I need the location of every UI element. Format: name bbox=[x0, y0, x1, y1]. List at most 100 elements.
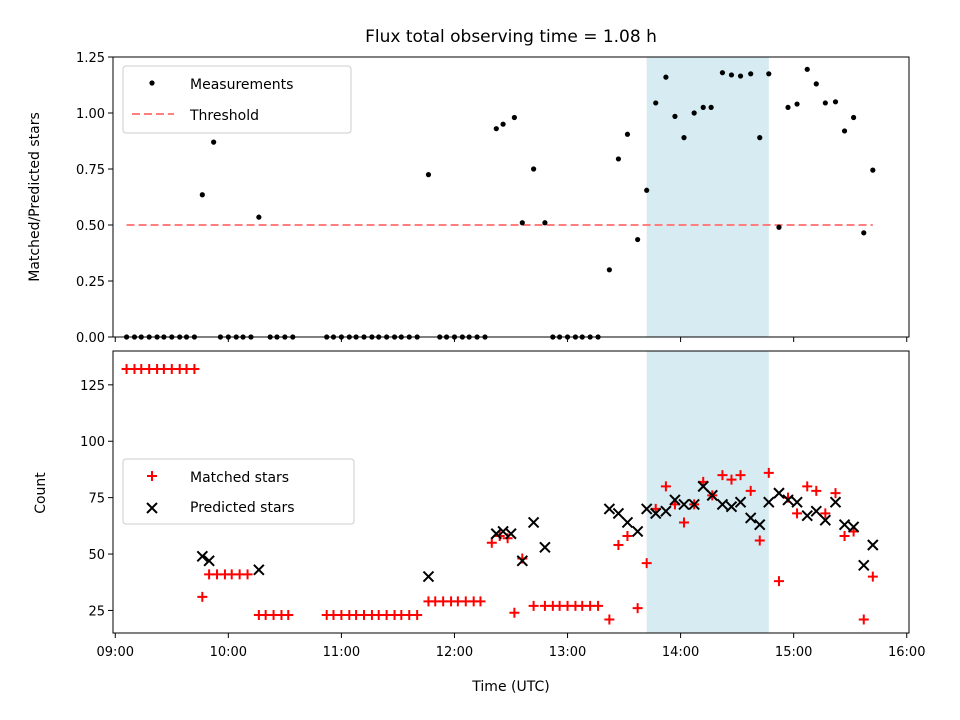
matched-star-point bbox=[283, 609, 294, 620]
legend-marker-matched bbox=[147, 471, 157, 481]
predicted-star-point bbox=[706, 489, 718, 502]
predicted-star-point bbox=[253, 564, 265, 576]
y-axis-label-ratio: Matched/Predicted stars bbox=[27, 112, 43, 282]
matched-star-point bbox=[641, 558, 652, 569]
y-tick-label-ratio: 0.50 bbox=[76, 219, 105, 234]
predicted-star-point bbox=[612, 507, 625, 520]
measurement-point bbox=[832, 99, 839, 105]
legend-label-matched: Matched stars bbox=[190, 470, 289, 486]
y-tick-label-count: 75 bbox=[88, 492, 105, 507]
measurement-point bbox=[766, 71, 772, 77]
matched-star-point bbox=[811, 485, 822, 496]
matched-star-point bbox=[735, 470, 746, 481]
y-tick-label-ratio: 0.00 bbox=[76, 331, 105, 346]
predicted-star-point bbox=[505, 528, 517, 540]
measurement-point bbox=[519, 220, 525, 226]
predicted-star-point bbox=[497, 525, 509, 538]
measurement-point bbox=[531, 166, 537, 172]
predicted-star-point bbox=[867, 539, 879, 551]
matched-star-point bbox=[867, 571, 878, 582]
predicted-star-point bbox=[697, 480, 709, 493]
matched-star-point bbox=[197, 591, 208, 602]
matched-star-point bbox=[820, 508, 831, 519]
predicted-star-point bbox=[640, 503, 653, 515]
predicted-star-point bbox=[516, 555, 529, 567]
matched-star-point bbox=[593, 600, 604, 611]
measurement-point bbox=[757, 135, 763, 141]
measurement-point bbox=[804, 66, 810, 72]
legend-marker-measurements bbox=[149, 80, 155, 86]
legend-label-threshold: Threshold bbox=[189, 108, 259, 124]
predicted-star-point bbox=[773, 487, 785, 499]
predicted-star-point bbox=[603, 503, 616, 515]
measurement-point bbox=[542, 220, 548, 226]
measurement-point bbox=[737, 73, 744, 79]
matched-star-point bbox=[773, 576, 784, 587]
ratio-panel: 0.00 0.25 0.50 0.75 1.00 1.25 Measurements Thre… bbox=[76, 51, 910, 346]
predicted-star-point bbox=[847, 521, 860, 533]
axes-frame-count bbox=[112, 350, 910, 634]
measurement-point bbox=[850, 114, 857, 121]
x-tick-label: 11:00 bbox=[323, 645, 360, 660]
measurement-point bbox=[870, 167, 876, 173]
matched-star-point bbox=[792, 508, 803, 519]
predicted-star-point bbox=[819, 514, 832, 526]
predicted-star-point bbox=[782, 494, 794, 506]
measurement-point bbox=[672, 113, 678, 119]
measurement-point bbox=[691, 110, 697, 116]
predicted-star-point bbox=[744, 512, 757, 524]
measurement-point bbox=[728, 72, 735, 78]
matched-star-point bbox=[475, 596, 486, 607]
count-panel: 25 50 75 100 125 09:00 10:00 11:00 12:00 13:00 14:… bbox=[80, 350, 925, 660]
y-tick-label-count: 50 bbox=[88, 548, 105, 563]
predicted-star-point bbox=[858, 559, 870, 572]
measurement-point bbox=[813, 81, 819, 87]
matched-star-point bbox=[509, 607, 520, 618]
y-tick-label-ratio: 0.25 bbox=[76, 275, 105, 290]
measurement-point bbox=[615, 156, 622, 162]
matched-star-point bbox=[858, 614, 869, 625]
predicted-star-point bbox=[203, 555, 215, 567]
measurement-point bbox=[644, 187, 650, 193]
measurement-point bbox=[794, 101, 800, 107]
predicted-star-point bbox=[810, 505, 822, 517]
matched-star-point bbox=[622, 530, 633, 541]
predicted-star-point bbox=[716, 498, 729, 511]
matched-star-point bbox=[613, 540, 624, 551]
y-tick-label-ratio: 1.25 bbox=[76, 51, 105, 66]
matched-star-point bbox=[763, 467, 774, 478]
x-axis-label: Time (UTC) bbox=[471, 679, 549, 695]
x-tick-label: 09:00 bbox=[97, 645, 134, 660]
measurement-point bbox=[841, 128, 848, 134]
matched-star-point bbox=[412, 609, 423, 620]
measurement-point bbox=[748, 71, 754, 77]
measurement-point bbox=[199, 192, 205, 198]
y-axis-label-count: Count bbox=[33, 472, 49, 514]
measurement-point bbox=[653, 100, 659, 106]
chart-title: Flux total observing time = 1.08 h bbox=[365, 27, 657, 47]
matched-star-point bbox=[660, 481, 671, 492]
predicted-star-point bbox=[539, 541, 551, 553]
x-tick-label: 13:00 bbox=[549, 645, 586, 660]
y-tick-label-count: 25 bbox=[88, 604, 105, 619]
measurement-point bbox=[719, 70, 726, 76]
measurement-point bbox=[822, 100, 828, 106]
highlight-span-ratio bbox=[646, 57, 769, 337]
matched-star-point bbox=[632, 603, 643, 614]
matched-star-point bbox=[189, 364, 200, 375]
measurement-point bbox=[624, 131, 631, 137]
legend-ratio: Measurements Threshold bbox=[122, 65, 352, 134]
x-tick-label: 10:00 bbox=[210, 645, 247, 660]
legend-count: Matched stars Predicted stars bbox=[122, 458, 355, 525]
predicted-star-point bbox=[196, 550, 209, 563]
predicted-star-point bbox=[527, 516, 540, 529]
legend-box bbox=[122, 65, 352, 134]
predicted-star-point bbox=[669, 494, 681, 506]
predicted-star-point bbox=[660, 505, 672, 517]
predicted-star-point bbox=[829, 496, 842, 508]
legend-marker-predicted bbox=[146, 502, 158, 514]
matched-star-point bbox=[839, 530, 850, 541]
measurement-point bbox=[776, 224, 782, 230]
measurement-point bbox=[861, 230, 867, 236]
